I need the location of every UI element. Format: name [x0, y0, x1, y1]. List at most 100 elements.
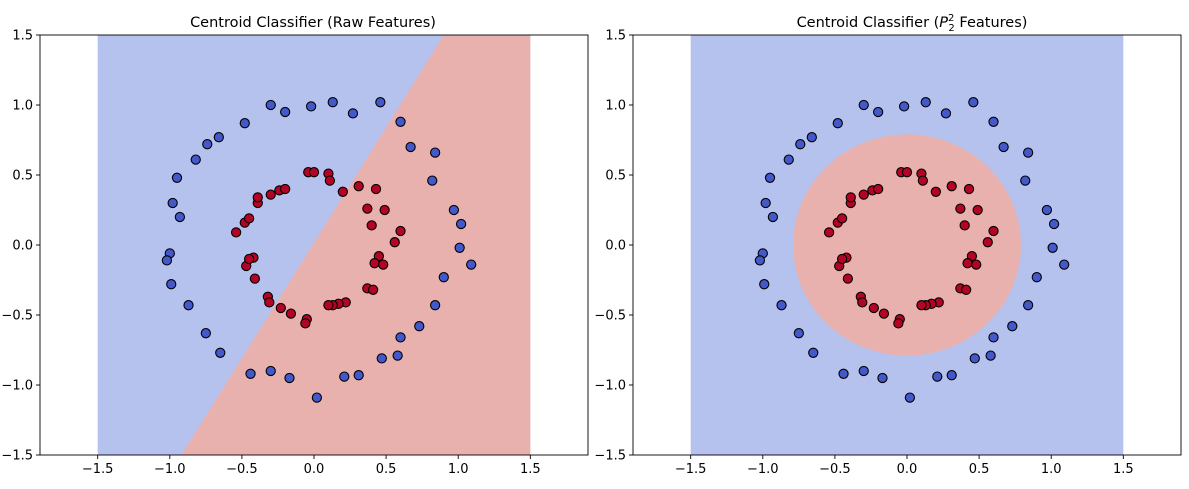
data-point-inner [917, 175, 929, 186]
x-tick-label: −1.5 [82, 462, 114, 477]
data-point-outer [776, 300, 787, 311]
data-point-inner [971, 259, 982, 270]
data-point-outer [327, 97, 338, 108]
data-point-outer [392, 350, 403, 361]
data-point-inner [878, 308, 890, 319]
data-point-outer [783, 154, 794, 165]
data-point-inner [353, 181, 364, 192]
data-point-outer [166, 279, 177, 290]
x-tick-label: 0.5 [969, 462, 990, 477]
data-point-inner [960, 284, 972, 295]
data-point-outer [1007, 321, 1018, 332]
data-point-inner [323, 300, 334, 311]
data-point-outer [448, 204, 460, 216]
data-point-outer [1041, 204, 1053, 216]
data-point-outer [167, 197, 178, 209]
data-point-outer [920, 97, 931, 108]
x-tick-label: −0.5 [226, 462, 258, 477]
data-point-outer [1059, 259, 1070, 270]
raw-features-panel: Centroid Classifier (Raw Features) −1.5 −… [1, 15, 589, 477]
data-point-inner [252, 192, 263, 203]
data-point-outer [174, 211, 186, 223]
data-point-outer [395, 332, 406, 343]
data-point-outer [969, 353, 980, 364]
data-point-outer [1047, 242, 1058, 253]
data-point-inner [230, 227, 242, 238]
chart-title-p22: Centroid Classifier (P2 2 Features) [797, 13, 1028, 34]
data-point-inner [982, 237, 993, 248]
data-point-inner [988, 225, 999, 237]
data-point-inner [946, 181, 957, 192]
data-point-outer [213, 132, 224, 143]
x-tick-label: −1.0 [747, 462, 779, 477]
raw-features-plot: −1.5 −1.0 −0.5 0.0 0.5 1.0 1.5 −1.5 −1.0 −0.5 0.0 0… [1, 29, 589, 477]
data-point-outer [1022, 300, 1034, 311]
data-point-inner [916, 300, 927, 311]
data-point-inner [285, 308, 297, 319]
plot-area [690, 35, 1124, 455]
decision-region-red [181, 35, 531, 455]
data-point-inner [868, 302, 879, 314]
y-tick-label: 0.0 [605, 239, 626, 254]
data-point-outer [1031, 272, 1042, 283]
data-point-outer [932, 371, 943, 382]
x-tick-label: 0.5 [376, 462, 397, 477]
data-point-outer [171, 172, 183, 183]
data-point-outer [1048, 218, 1060, 230]
data-point-outer [998, 141, 1009, 153]
plot-area [97, 35, 531, 455]
data-point-outer [311, 392, 323, 403]
y-tick-label: 0.5 [605, 169, 626, 184]
data-point-outer [904, 392, 916, 403]
data-point-inner [842, 273, 854, 284]
data-point-inner [962, 258, 973, 269]
data-point-outer [265, 99, 276, 111]
data-point-outer [808, 347, 819, 358]
data-point-outer [405, 141, 416, 153]
data-point-outer [215, 347, 226, 358]
data-point-outer [200, 328, 211, 339]
y-tick-label: 1.5 [12, 29, 33, 44]
data-point-inner [265, 189, 276, 200]
data-point-inner [366, 220, 377, 231]
data-point-outer [414, 321, 425, 332]
data-point-inner [963, 183, 975, 195]
data-point-inner [249, 273, 261, 284]
data-point-outer [339, 371, 350, 382]
data-point-outer [438, 272, 449, 283]
data-point-outer [946, 370, 957, 381]
data-point-inner [379, 204, 390, 216]
data-point-outer [838, 368, 849, 379]
data-point-outer [985, 350, 996, 361]
p22-features-plot: −1.5 −1.0 −0.5 0.0 0.5 1.0 1.5 −1.5 −1.0 −0.5 0.0 0… [594, 29, 1182, 477]
data-point-inner [337, 186, 348, 197]
data-point-inner [873, 183, 884, 195]
data-point-inner [370, 183, 382, 195]
x-tick-label: 1.5 [1113, 462, 1134, 477]
data-point-outer [759, 279, 770, 290]
x-tick-label: 0.0 [304, 462, 325, 477]
data-point-outer [353, 370, 364, 381]
data-point-inner [280, 183, 291, 195]
x-tick-label: −1.0 [154, 462, 186, 477]
data-point-outer [877, 372, 888, 384]
data-point-inner [243, 253, 255, 265]
data-point-outer [873, 106, 884, 118]
data-point-outer [284, 372, 295, 384]
data-point-inner [823, 227, 835, 238]
data-point-outer [280, 106, 291, 118]
data-point-outer [305, 101, 317, 112]
data-point-outer [183, 300, 194, 311]
data-point-inner [858, 189, 869, 200]
data-point-inner [395, 225, 406, 237]
data-point-inner [901, 167, 913, 178]
y-tick-label: 1.5 [605, 29, 626, 44]
y-tick-label: 0.0 [12, 239, 33, 254]
data-point-inner [955, 203, 966, 214]
data-point-outer [793, 328, 804, 339]
chart-title-raw: Centroid Classifier (Raw Features) [190, 15, 436, 31]
data-point-outer [767, 211, 779, 223]
data-point-inner [324, 175, 336, 186]
data-point-inner [845, 192, 856, 203]
data-point-inner [972, 204, 983, 216]
